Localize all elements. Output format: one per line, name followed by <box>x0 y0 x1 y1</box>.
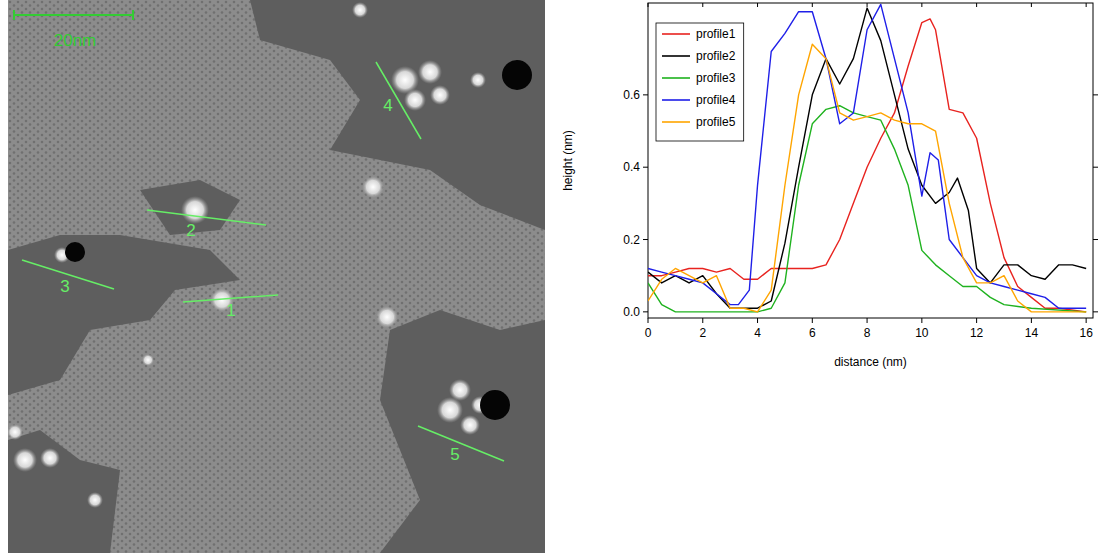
profile-label: 1 <box>226 301 235 320</box>
dark-region <box>8 430 120 553</box>
scale-bar <box>14 14 133 16</box>
axes: 0.0 0.2 0.4 0.6 0 2 4 6 8 10 12 14 16 distance (nm) he… <box>561 3 1098 369</box>
profile-line <box>648 19 1086 312</box>
adsorbate-cluster <box>376 306 398 328</box>
legend-label: profile3 <box>696 71 736 85</box>
adsorbate-cluster <box>142 354 154 366</box>
x-tick-label: 6 <box>809 326 816 340</box>
adsorbate-cluster <box>404 89 426 111</box>
x-tick-label: 12 <box>970 326 984 340</box>
scale-bar-end <box>13 10 15 20</box>
x-tick-label: 2 <box>699 326 706 340</box>
vacancy <box>480 390 510 420</box>
x-tick <box>921 318 922 323</box>
x-tick <box>1031 318 1032 323</box>
y-tick-right <box>1093 94 1098 95</box>
legend-label: profile4 <box>696 93 736 107</box>
vacancy <box>65 242 85 262</box>
x-tick-label: 14 <box>1025 326 1039 340</box>
x-tick-label: 0 <box>645 326 652 340</box>
scale-bar-end <box>132 10 134 20</box>
x-tick-top <box>1031 3 1032 7</box>
x-tick <box>648 318 649 323</box>
adsorbate-cluster <box>181 196 209 224</box>
legend-swatch <box>662 121 690 123</box>
legend-swatch <box>662 33 690 35</box>
y-tick-label: 0.6 <box>623 88 640 102</box>
profile-line <box>147 210 266 225</box>
terrace <box>8 0 545 553</box>
profile-label: 2 <box>186 221 195 240</box>
x-tick-top <box>648 3 649 7</box>
scale-bar-label: 20nm <box>54 31 97 50</box>
x-tick-top <box>976 3 977 7</box>
adsorbate-cluster <box>352 2 368 18</box>
dark-region <box>8 235 240 395</box>
profile-line <box>648 8 1086 308</box>
x-tick <box>867 318 868 323</box>
adsorbate-cluster <box>362 176 384 198</box>
adsorbate-cluster <box>13 448 37 472</box>
x-tick-top <box>812 3 813 7</box>
adsorbate-cluster <box>460 415 480 435</box>
y-tick-label: 0.4 <box>623 160 640 174</box>
legend-label: profile2 <box>696 49 736 63</box>
adsorbate-cluster <box>8 424 23 440</box>
adsorbate-cluster <box>40 448 60 468</box>
x-tick <box>757 318 758 323</box>
plot-frame <box>648 3 1093 318</box>
x-tick-label: 4 <box>754 326 761 340</box>
profile-label: 3 <box>60 277 69 296</box>
profile-label: 5 <box>450 445 459 464</box>
y-tick-label: 0.0 <box>623 305 640 319</box>
y-tick <box>643 239 648 240</box>
series-group <box>648 4 1086 311</box>
adsorbate-cluster <box>430 85 450 105</box>
vacancy <box>502 60 532 90</box>
y-tick <box>643 311 648 312</box>
x-tick-top <box>867 3 868 7</box>
profile-label: 4 <box>383 96 392 115</box>
x-tick-label: 8 <box>864 326 871 340</box>
x-tick-label: 16 <box>1079 326 1093 340</box>
y-tick <box>643 167 648 168</box>
adsorbate-cluster <box>470 72 486 88</box>
legend-swatch <box>662 99 690 101</box>
x-tick-top <box>757 3 758 7</box>
x-tick <box>702 318 703 323</box>
legend-label: profile1 <box>696 27 736 41</box>
x-tick <box>1086 318 1087 323</box>
profile-line <box>418 426 504 461</box>
y-axis-title: height (nm) <box>561 130 575 191</box>
legend-swatch <box>662 77 690 79</box>
x-tick-top <box>702 3 703 7</box>
x-tick <box>976 318 977 323</box>
dark-region <box>380 310 545 553</box>
y-tick <box>643 94 648 95</box>
x-tick-top <box>1086 3 1087 7</box>
adsorbate-cluster <box>437 397 463 423</box>
legend-box <box>656 23 744 141</box>
y-tick-right <box>1093 311 1098 312</box>
dark-region <box>250 0 545 230</box>
x-tick-top <box>921 3 922 7</box>
profile-line <box>648 44 1086 312</box>
legend-swatch <box>662 55 690 57</box>
y-tick-label: 0.2 <box>623 233 640 247</box>
profile-line <box>648 4 1086 308</box>
x-tick <box>812 318 813 323</box>
y-tick-right <box>1093 239 1098 240</box>
legend-label: profile5 <box>696 115 736 129</box>
adsorbate-cluster <box>418 60 442 84</box>
adsorbate-cluster <box>87 492 103 508</box>
profile-line <box>376 62 421 139</box>
x-axis-title: distance (nm) <box>834 355 907 369</box>
legend: profile1 profile2 profile3 profile4 profile5 <box>656 23 744 141</box>
y-tick-right <box>1093 167 1098 168</box>
stm-image <box>8 0 545 553</box>
x-tick-label: 10 <box>915 326 929 340</box>
